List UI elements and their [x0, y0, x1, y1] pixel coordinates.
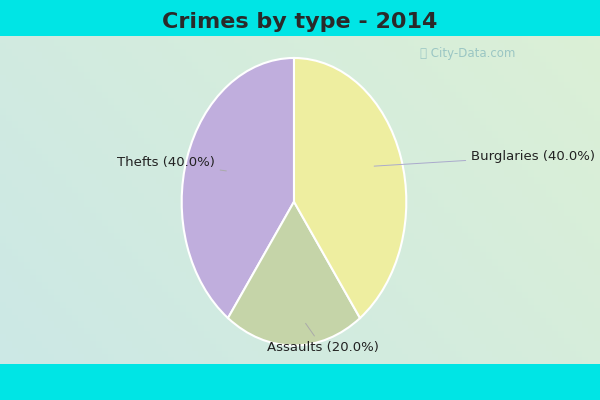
Text: ⓘ City-Data.com: ⓘ City-Data.com [421, 48, 515, 60]
Text: Burglaries (40.0%): Burglaries (40.0%) [374, 150, 595, 166]
Wedge shape [182, 58, 294, 318]
Text: Thefts (40.0%): Thefts (40.0%) [117, 156, 226, 171]
Text: Crimes by type - 2014: Crimes by type - 2014 [163, 12, 437, 32]
Wedge shape [228, 202, 360, 346]
Wedge shape [294, 58, 406, 318]
Text: Assaults (20.0%): Assaults (20.0%) [266, 323, 379, 354]
